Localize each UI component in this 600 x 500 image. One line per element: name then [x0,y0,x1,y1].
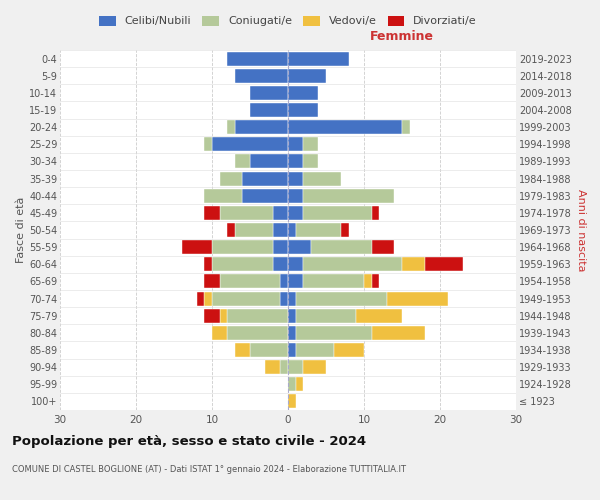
Bar [288,394,296,408]
Bar [341,223,349,237]
Bar [250,154,288,168]
Bar [273,258,288,272]
Bar [197,292,205,306]
Bar [303,138,319,151]
Bar [235,68,288,82]
Bar [227,223,235,237]
Bar [212,240,273,254]
Bar [273,240,288,254]
Legend: Celibi/Nubili, Coniugati/e, Vedovi/e, Divorziati/e: Celibi/Nubili, Coniugati/e, Vedovi/e, Di… [99,16,477,26]
Text: COMUNE DI CASTEL BOGLIONE (AT) - Dati ISTAT 1° gennaio 2024 - Elaborazione TUTTI: COMUNE DI CASTEL BOGLIONE (AT) - Dati IS… [12,465,406,474]
Bar [220,308,227,322]
Bar [288,326,296,340]
Bar [227,308,288,322]
Bar [288,378,296,392]
Bar [288,68,326,82]
Bar [250,343,288,357]
Bar [220,172,242,185]
Bar [280,360,288,374]
Bar [205,138,212,151]
Bar [250,86,288,100]
Bar [303,154,319,168]
Bar [425,258,463,272]
Bar [288,154,303,168]
Bar [371,326,425,340]
Bar [303,274,364,288]
Bar [288,52,349,66]
Bar [364,274,371,288]
Bar [311,240,371,254]
Bar [387,292,448,306]
Bar [303,360,326,374]
Bar [288,120,402,134]
Bar [227,326,288,340]
Bar [235,120,288,134]
Bar [288,240,311,254]
Bar [182,240,212,254]
Bar [235,154,250,168]
Bar [288,274,303,288]
Bar [402,258,425,272]
Bar [235,223,273,237]
Text: Femmine: Femmine [370,30,434,43]
Bar [212,138,288,151]
Bar [296,343,334,357]
Bar [288,258,303,272]
Bar [205,188,242,202]
Bar [280,274,288,288]
Bar [288,206,303,220]
Bar [303,172,341,185]
Bar [265,360,280,374]
Bar [296,308,356,322]
Bar [242,172,288,185]
Bar [205,274,220,288]
Bar [288,172,303,185]
Bar [296,292,387,306]
Bar [356,308,402,322]
Bar [227,52,288,66]
Bar [334,343,364,357]
Bar [296,326,371,340]
Bar [212,326,227,340]
Bar [303,206,371,220]
Bar [280,292,288,306]
Bar [205,258,212,272]
Bar [242,188,288,202]
Bar [205,292,212,306]
Bar [273,206,288,220]
Bar [296,378,303,392]
Bar [303,188,394,202]
Bar [288,223,296,237]
Bar [250,103,288,117]
Bar [402,120,410,134]
Bar [220,274,280,288]
Bar [288,308,296,322]
Bar [288,188,303,202]
Bar [288,360,303,374]
Bar [212,258,273,272]
Bar [288,292,296,306]
Y-axis label: Anni di nascita: Anni di nascita [575,188,586,271]
Bar [371,206,379,220]
Text: Popolazione per età, sesso e stato civile - 2024: Popolazione per età, sesso e stato civil… [12,435,366,448]
Bar [205,206,220,220]
Bar [288,343,296,357]
Bar [288,103,319,117]
Bar [205,308,220,322]
Bar [220,206,273,220]
Bar [371,274,379,288]
Bar [303,258,402,272]
Y-axis label: Fasce di età: Fasce di età [16,197,26,263]
Bar [273,223,288,237]
Bar [212,292,280,306]
Bar [235,343,250,357]
Bar [288,86,319,100]
Bar [227,120,235,134]
Bar [288,138,303,151]
Bar [371,240,394,254]
Bar [296,223,341,237]
